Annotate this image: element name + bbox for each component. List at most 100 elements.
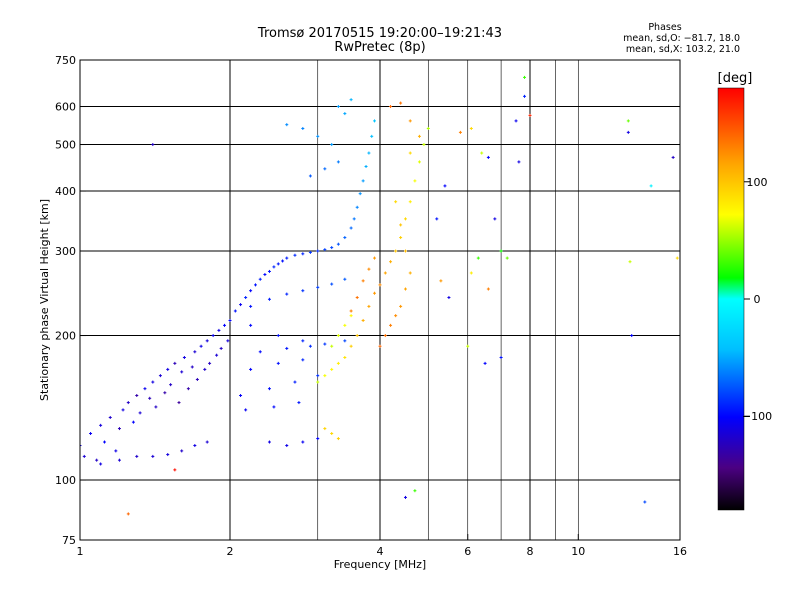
data-point-cross — [144, 387, 146, 391]
data-point-cross — [245, 408, 247, 412]
data-point-cross — [390, 323, 392, 327]
data-point-cross — [506, 256, 508, 260]
data-point-cross — [317, 374, 319, 378]
data-point-cross — [409, 151, 411, 155]
data-point-cross — [459, 130, 461, 134]
data-point-cross — [209, 361, 211, 365]
data-point-cross — [390, 105, 392, 109]
data-point-cross — [337, 334, 339, 338]
data-point-cross — [317, 134, 319, 138]
data-point-cross — [344, 323, 346, 327]
data-point-cross — [524, 75, 526, 79]
data-point-cross — [277, 334, 279, 338]
data-point-cross — [218, 328, 220, 332]
data-point-cross — [181, 449, 183, 453]
data-point-cross — [644, 500, 646, 504]
data-point-cross — [118, 458, 120, 462]
data-point-cross — [353, 217, 355, 221]
data-point-cross — [206, 440, 208, 444]
data-point-cross — [229, 318, 231, 322]
data-point-cross — [344, 339, 346, 343]
colorbar-ticks: 100 0 −100 — [742, 176, 772, 423]
data-point-cross — [132, 420, 134, 424]
data-point-cross — [395, 200, 397, 204]
data-point-cross — [264, 273, 266, 277]
data-points — [80, 75, 679, 516]
data-point-cross — [494, 217, 496, 221]
y-tick-label: 100 — [55, 474, 76, 487]
data-point-cross — [518, 160, 520, 164]
data-point-cross — [487, 155, 489, 159]
data-point-cross — [250, 323, 252, 327]
data-point-cross — [331, 282, 333, 286]
data-point-cross — [159, 374, 161, 378]
data-point-cross — [83, 454, 85, 458]
data-point-cross — [234, 309, 236, 313]
data-point-cross — [409, 200, 411, 204]
axis-ticks: 1 2 4 6 8 10 16 75 100 200 300 400 500 600 750 — [55, 54, 687, 558]
x-tick-label: 16 — [673, 545, 687, 558]
data-point-cross — [344, 236, 346, 240]
data-point-cross — [629, 260, 631, 264]
data-point-cross — [368, 151, 370, 155]
data-point-cross — [127, 401, 129, 405]
data-point-cross — [167, 367, 169, 371]
data-point-cross — [216, 353, 218, 357]
y-axis-label: Stationary phase Virtual Height [km] — [38, 199, 51, 401]
data-point-cross — [178, 401, 180, 405]
data-point-cross — [302, 126, 304, 130]
data-point-cross — [374, 119, 376, 123]
data-point-cross — [379, 283, 381, 287]
data-point-cross — [331, 367, 333, 371]
data-point-cross — [317, 380, 319, 384]
data-point-cross — [371, 134, 373, 138]
data-point-cross — [337, 160, 339, 164]
data-point-cross — [440, 279, 442, 283]
data-point-cross — [183, 355, 185, 359]
data-point-cross — [331, 246, 333, 250]
data-point-cross — [317, 437, 319, 441]
data-point-cross — [324, 167, 326, 171]
data-point-cross — [344, 112, 346, 116]
data-point-cross — [220, 346, 222, 350]
data-point-cross — [187, 387, 189, 391]
data-point-cross — [487, 287, 489, 291]
data-point-cross — [152, 454, 154, 458]
x-tick-label: 2 — [227, 545, 234, 558]
data-point-cross — [356, 205, 358, 209]
data-point-cross — [384, 271, 386, 275]
data-point-cross — [400, 223, 402, 227]
data-point-cross — [344, 277, 346, 281]
phases-title: Phases — [648, 22, 682, 33]
data-point-cross — [286, 444, 288, 448]
data-point-cross — [359, 192, 361, 196]
data-point-cross — [448, 296, 450, 300]
y-tick-label: 300 — [55, 245, 76, 258]
data-point-cross — [395, 314, 397, 318]
data-point-cross — [250, 289, 252, 293]
data-point-cross — [302, 252, 304, 256]
data-point-cross — [294, 253, 296, 257]
data-point-cross — [524, 94, 526, 98]
phases-legend: Phases mean, sd,O: −81.7, 18.0 mean, sd,… — [590, 22, 740, 55]
data-point-cross — [194, 444, 196, 448]
data-point-cross — [409, 119, 411, 123]
data-point-cross — [136, 454, 138, 458]
colorbar-unit-label: [deg] — [718, 71, 753, 86]
data-point-cross — [224, 323, 226, 327]
data-point-cross — [282, 259, 284, 263]
data-point-cross — [302, 339, 304, 343]
data-point-cross — [350, 314, 352, 318]
data-point-cross — [500, 355, 502, 359]
data-point-cross — [404, 217, 406, 221]
data-point-cross — [286, 346, 288, 350]
data-point-cross — [395, 249, 397, 253]
x-tick-label: 6 — [464, 545, 471, 558]
data-point-cross — [414, 179, 416, 183]
data-point-cross — [350, 309, 352, 313]
chart-subtitle: RwPretec (8p) — [334, 40, 426, 55]
data-point-cross — [436, 217, 438, 221]
data-point-cross — [362, 279, 364, 283]
data-point-cross — [96, 458, 98, 462]
data-point-cross — [368, 267, 370, 271]
